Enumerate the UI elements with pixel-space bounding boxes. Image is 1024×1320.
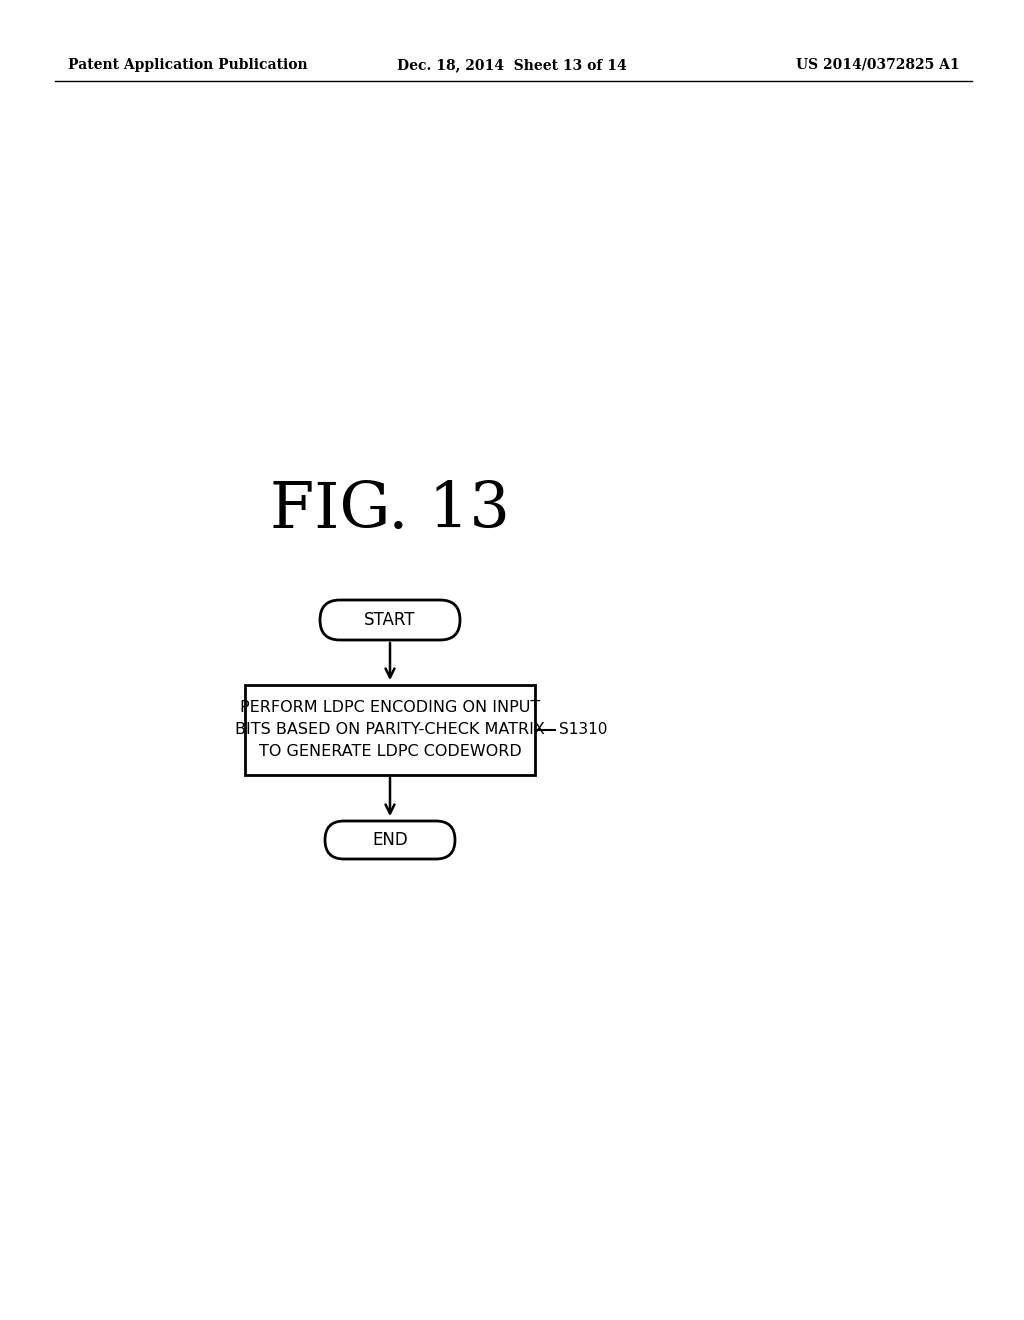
Text: S1310: S1310 [559, 722, 607, 738]
Text: Dec. 18, 2014  Sheet 13 of 14: Dec. 18, 2014 Sheet 13 of 14 [397, 58, 627, 73]
Text: START: START [365, 611, 416, 630]
Text: PERFORM LDPC ENCODING ON INPUT: PERFORM LDPC ENCODING ON INPUT [240, 701, 540, 715]
Text: US 2014/0372825 A1: US 2014/0372825 A1 [797, 58, 961, 73]
Text: END: END [372, 832, 408, 849]
Text: Patent Application Publication: Patent Application Publication [68, 58, 307, 73]
Text: FIG. 13: FIG. 13 [270, 479, 510, 540]
FancyBboxPatch shape [319, 601, 460, 640]
Text: BITS BASED ON PARITY-CHECK MATRIX: BITS BASED ON PARITY-CHECK MATRIX [236, 722, 545, 738]
Text: TO GENERATE LDPC CODEWORD: TO GENERATE LDPC CODEWORD [259, 744, 521, 759]
FancyBboxPatch shape [325, 821, 455, 859]
FancyBboxPatch shape [245, 685, 535, 775]
